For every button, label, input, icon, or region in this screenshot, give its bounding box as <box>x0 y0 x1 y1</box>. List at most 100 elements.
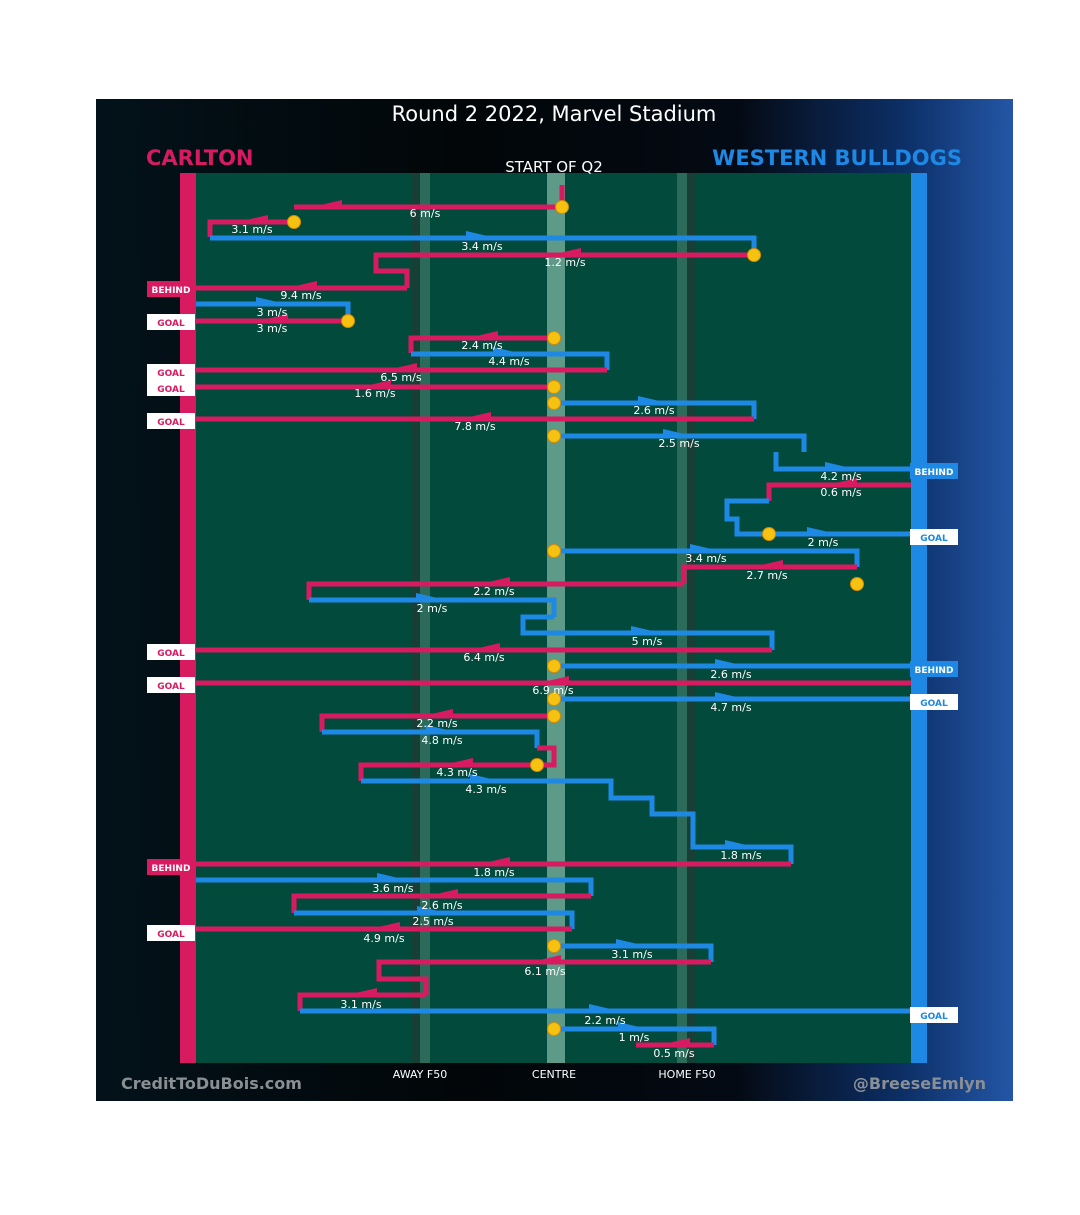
result-label: BEHIND <box>152 864 191 874</box>
speed-label: 0.5 m/s <box>653 1047 694 1060</box>
speed-label: 7.8 m/s <box>454 420 495 433</box>
speed-label: 4.8 m/s <box>421 734 462 747</box>
chain-line <box>291 893 591 913</box>
result-badge <box>910 529 958 545</box>
result-label: BEHIND <box>915 666 954 676</box>
speed-label: 2.6 m/s <box>710 668 751 681</box>
chain-line <box>411 351 610 370</box>
speed-label: 3.1 m/s <box>611 948 652 961</box>
result-badge <box>147 925 195 941</box>
speed-label: 3 m/s <box>257 306 288 319</box>
result-label: GOAL <box>157 319 185 329</box>
bulldogs-goal-post <box>911 173 927 1063</box>
speed-label: 4.4 m/s <box>488 355 529 368</box>
direction-arrow <box>347 988 377 995</box>
result-label: GOAL <box>920 534 948 544</box>
direction-arrow <box>370 922 400 929</box>
speed-label: 4.3 m/s <box>436 766 477 779</box>
chain-line <box>554 1026 717 1045</box>
ball-up-marker <box>547 939 561 953</box>
direction-arrow <box>539 676 569 683</box>
speed-label: 4.9 m/s <box>363 932 404 945</box>
speed-label: 2.4 m/s <box>461 339 502 352</box>
ball-up-marker <box>547 544 561 558</box>
direction-arrow <box>377 873 407 880</box>
chain-line <box>319 713 554 732</box>
speed-label: 2.5 m/s <box>658 437 699 450</box>
speed-label: 4.7 m/s <box>710 701 751 714</box>
chain-line <box>294 910 575 929</box>
direction-arrow <box>443 758 473 765</box>
ball-up-marker <box>547 692 561 706</box>
chain-line <box>773 452 927 472</box>
speed-label: 1.6 m/s <box>354 387 395 400</box>
direction-arrow <box>631 626 661 633</box>
speed-label: 3.1 m/s <box>340 998 381 1011</box>
speed-label: 2.6 m/s <box>633 404 674 417</box>
direction-arrow <box>663 429 693 436</box>
result-badge <box>147 380 195 396</box>
chain-line <box>358 745 557 781</box>
credit-right: @BreeseEmlyn <box>853 1074 986 1093</box>
chain-line <box>306 581 684 600</box>
chart-panel: Round 2 2022, Marvel Stadium CARLTON WES… <box>96 99 1013 1101</box>
ball-up-marker <box>341 314 355 328</box>
direction-arrow <box>480 857 510 864</box>
speed-label: 2.6 m/s <box>421 899 462 912</box>
chain-chart: Round 2 2022, Marvel Stadium CARLTON WES… <box>121 102 986 1093</box>
result-badge <box>910 661 958 677</box>
direction-arrow <box>312 200 342 207</box>
chain-line <box>554 433 807 452</box>
direction-arrow <box>466 231 496 238</box>
result-badge <box>910 463 958 479</box>
ball-up-marker <box>287 215 301 229</box>
ball-up-marker <box>547 1022 561 1036</box>
speed-label: 1.2 m/s <box>544 256 585 269</box>
result-badge <box>147 644 195 660</box>
speed-label: 3 m/s <box>257 322 288 335</box>
result-badge <box>147 314 195 330</box>
direction-arrow <box>551 248 581 255</box>
result-badge <box>147 677 195 693</box>
result-label: GOAL <box>920 1012 948 1022</box>
chain-line <box>766 482 911 501</box>
direction-arrow <box>616 939 646 946</box>
ball-up-marker <box>547 380 561 394</box>
result-badge <box>147 364 195 380</box>
speed-label: 6.9 m/s <box>532 684 573 697</box>
bulldogs-team-label: WESTERN BULLDOGS <box>712 146 962 170</box>
direction-arrow <box>618 1022 648 1029</box>
speed-label: 2.2 m/s <box>473 585 514 598</box>
quarter-label: START OF Q2 <box>505 158 603 176</box>
direction-arrow <box>531 955 561 962</box>
chain-line <box>408 335 554 353</box>
direction-arrow <box>715 659 745 666</box>
speed-label: 2.5 m/s <box>412 915 453 928</box>
direction-arrow <box>660 1038 690 1045</box>
speed-label: 6.4 m/s <box>463 651 504 664</box>
chain-line <box>196 877 594 896</box>
direction-arrow <box>725 840 755 847</box>
result-label: BEHIND <box>915 468 954 478</box>
direction-arrow <box>416 593 446 600</box>
direction-arrow <box>258 314 288 321</box>
result-badge <box>147 281 195 297</box>
direction-arrow <box>361 380 391 387</box>
result-label: GOAL <box>157 369 185 379</box>
chain-line <box>309 597 557 617</box>
speed-label: 1.8 m/s <box>473 866 514 879</box>
result-label: GOAL <box>920 699 948 709</box>
speed-labels: 6 m/s 3.1 m/s 3.4 m/s 1.2 m/s 9.4 m/s 3 m/s 3 … <box>231 207 861 1060</box>
speed-label: 9.4 m/s <box>280 289 321 302</box>
speed-label: 2.7 m/s <box>746 569 787 582</box>
chain-line <box>520 614 775 650</box>
result-labels: BEHIND GOAL GOAL GOAL GOAL BEHIND GOAL GOAL BEHI… <box>147 281 958 1023</box>
direction-arrow <box>256 297 286 304</box>
direction-arrow <box>468 331 498 338</box>
ball-up-marker <box>850 577 864 591</box>
speed-label: 6.1 m/s <box>524 965 565 978</box>
direction-arrow <box>387 363 417 370</box>
speed-label: 2 m/s <box>808 536 839 549</box>
speed-label: 3.1 m/s <box>231 223 272 236</box>
chain-line <box>554 400 757 419</box>
